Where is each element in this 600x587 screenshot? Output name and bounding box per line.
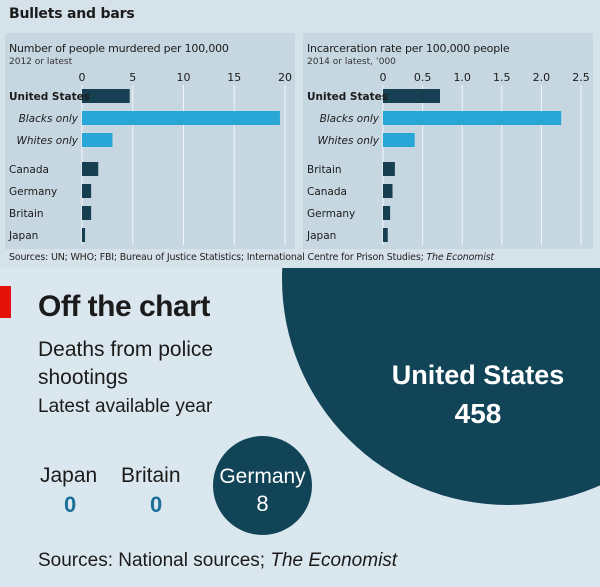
incarceration-category-label: Britain	[307, 164, 342, 176]
murder-category-label: Canada	[9, 164, 49, 176]
incarceration-chart: Incarceration rate per 100,000 people 20…	[303, 33, 593, 249]
murder-category-label: Japan	[8, 230, 38, 242]
murder-category-label: Blacks only	[19, 113, 79, 125]
incarceration-bar	[383, 89, 441, 103]
incarceration-bar	[383, 133, 415, 147]
incarceration-bar	[383, 184, 393, 198]
off-the-chart-panel: Off the chart Deaths from police shootin…	[0, 268, 600, 587]
murder-tick-label: 15	[227, 71, 241, 84]
murder-bar	[82, 206, 92, 220]
murder-bar	[82, 133, 113, 147]
incarceration-tick-label: 0	[380, 71, 387, 84]
bottom-sources: Sources: National sources; The Economist	[38, 550, 397, 572]
britain-value: 0	[150, 492, 163, 517]
britain-label: Britain	[121, 464, 181, 487]
bottom-sources-italic: The Economist	[270, 550, 398, 571]
bottom-title: Off the chart	[38, 290, 210, 323]
murder-category-label: United States	[9, 91, 90, 103]
us-bubble-label: United States	[391, 360, 565, 390]
incarceration-bar	[383, 111, 562, 125]
incarceration-category-label: Blacks only	[320, 113, 380, 125]
germany-bubble	[213, 436, 312, 535]
incarceration-category-label: United States	[307, 91, 388, 103]
japan-label: Japan	[40, 464, 98, 487]
murder-tick-label: 20	[278, 71, 292, 84]
top-sources-text: Sources: UN; WHO; FBI; Bureau of Justice…	[9, 252, 427, 263]
murder-bar	[82, 228, 86, 242]
incarceration-tick-label: 0.5	[414, 71, 432, 84]
us-bubble-value: 458	[454, 398, 502, 429]
murder-category-label: Britain	[9, 208, 44, 220]
murder-rate-chart: Number of people murdered per 100,000 20…	[5, 33, 295, 249]
incarceration-tick-label: 1.0	[453, 71, 471, 84]
incarceration-chart-subtitle: 2014 or latest, ’000	[307, 57, 396, 67]
top-sources-italic: The Economist	[426, 252, 494, 263]
murder-chart-title: Number of people murdered per 100,000	[9, 42, 229, 55]
bullets-and-bars-panel: Bullets and bars Number of people murder…	[0, 0, 600, 268]
germany-bubble-label: Germany	[219, 465, 306, 488]
incarceration-category-label: Canada	[307, 186, 347, 198]
incarceration-bar	[383, 228, 388, 242]
japan-value: 0	[64, 492, 77, 517]
incarceration-category-label: Whites only	[317, 135, 379, 147]
murder-category-label: Germany	[9, 186, 57, 198]
incarceration-chart-title: Incarceration rate per 100,000 people	[307, 42, 510, 55]
bottom-subtitle-line1: Deaths from police	[38, 338, 214, 361]
murder-chart-subtitle: 2012 or latest	[9, 57, 73, 67]
murder-chart-svg: 0 5 10 15 20 United States Blacks only Whites o…	[8, 71, 292, 245]
top-title: Bullets and bars	[9, 6, 135, 22]
murder-bar	[82, 162, 99, 176]
murder-bar	[82, 184, 92, 198]
germany-bubble-value: 8	[256, 491, 269, 516]
incarceration-bar	[383, 162, 395, 176]
incarceration-tick-label: 2.0	[533, 71, 551, 84]
murder-tick-label: 5	[129, 71, 136, 84]
murder-category-label: Whites only	[16, 135, 78, 147]
incarceration-category-label: Japan	[306, 230, 336, 242]
bottom-subtitle-line3: Latest available year	[38, 396, 213, 417]
red-accent-tab	[0, 286, 11, 318]
murder-tick-label: 0	[79, 71, 86, 84]
murder-tick-label: 10	[177, 71, 191, 84]
bottom-subtitle-line2: shootings	[38, 366, 128, 389]
murder-bar	[82, 89, 130, 103]
incarceration-tick-label: 1.5	[493, 71, 511, 84]
incarceration-category-label: Germany	[307, 208, 355, 220]
incarceration-bar	[383, 206, 391, 220]
top-sources: Sources: UN; WHO; FBI; Bureau of Justice…	[9, 252, 494, 263]
incarceration-tick-label: 2.5	[572, 71, 590, 84]
bottom-sources-text: Sources: National sources;	[38, 550, 271, 571]
murder-bar	[82, 111, 280, 125]
incarceration-chart-svg: 0 0.5 1.0 1.5 2.0 2.5 United States Blacks only…	[306, 71, 590, 245]
